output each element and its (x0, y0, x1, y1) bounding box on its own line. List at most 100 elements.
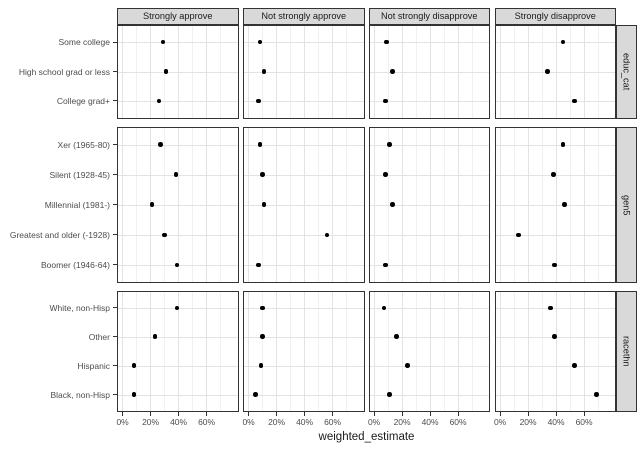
x-axis-title: weighted_estimate (318, 431, 415, 443)
data-point (560, 142, 566, 147)
facet-column-label: Not strongly disapprove (380, 11, 478, 21)
grid-major-line (583, 291, 585, 411)
category-gridline (244, 174, 364, 176)
x-axis-tick-label: 60% (575, 417, 593, 427)
data-point (256, 262, 261, 268)
data-point (260, 305, 265, 311)
facet-row-label: gen5 (621, 194, 632, 215)
data-point (131, 363, 137, 368)
x-axis-tick (122, 412, 124, 416)
category-gridline (244, 144, 364, 146)
category-gridline (369, 42, 489, 44)
data-point (572, 363, 577, 368)
grid-major-line (457, 291, 459, 411)
category-gridline (369, 174, 489, 176)
x-axis-tick-label: 40% (296, 417, 314, 427)
data-point (260, 334, 265, 340)
grid-major-line (206, 291, 208, 411)
data-point (562, 202, 567, 208)
grid-minor-line (318, 291, 320, 411)
category-gridline (118, 336, 238, 338)
x-axis-tick (555, 412, 557, 416)
category-gridline (495, 71, 615, 73)
category-gridline (118, 71, 238, 73)
data-point (260, 172, 265, 177)
grid-major-line (555, 291, 557, 411)
y-axis-tick (112, 307, 117, 309)
y-axis-label: College grad+ (56, 95, 110, 106)
x-axis-tick (457, 412, 459, 416)
grid-minor-line (541, 291, 543, 411)
grid-minor-line (192, 291, 194, 411)
grid-major-line (150, 291, 152, 411)
y-axis-tick (112, 394, 117, 396)
x-axis-tick-label: 20% (268, 417, 286, 427)
facet-column-label: Not strongly approve (261, 11, 347, 21)
data-point (548, 305, 553, 311)
category-gridline (244, 42, 364, 44)
grid-major-line (527, 291, 529, 411)
facet-column-label: Strongly disapprove (514, 11, 596, 21)
grid-minor-line (415, 291, 417, 411)
data-point (253, 392, 258, 397)
facet-row-strip: racethn (616, 290, 637, 412)
panel (243, 24, 365, 119)
category-gridline (369, 394, 489, 396)
grid-major-line (276, 291, 278, 411)
data-point (261, 202, 267, 208)
category-gridline (244, 307, 364, 309)
facet-row-strip: educ_cat (616, 24, 637, 119)
data-point (594, 392, 599, 397)
y-axis-label: Greatest and older (-1928) (9, 229, 110, 240)
y-axis-label: Black, non-Hisp (50, 389, 110, 400)
x-axis-tick-label: 0% (116, 417, 129, 427)
x-axis-tick (150, 412, 152, 416)
facet-row-label: educ_cat (621, 52, 632, 91)
facet-column-strip: Strongly approve (117, 7, 239, 25)
category-gridline (369, 365, 489, 367)
x-axis-tick-label: 0% (242, 417, 255, 427)
data-point (173, 172, 179, 177)
x-axis-tick-label: 40% (170, 417, 188, 427)
data-point (516, 232, 521, 238)
data-point (381, 305, 387, 311)
data-point (156, 98, 162, 104)
grid-minor-line (387, 291, 389, 411)
grid-minor-line (164, 291, 166, 411)
y-axis-tick (112, 41, 117, 43)
category-gridline (244, 336, 364, 338)
data-point (258, 363, 264, 368)
data-point (256, 98, 261, 104)
category-gridline (118, 42, 238, 44)
category-gridline (495, 365, 615, 367)
grid-minor-line (597, 291, 599, 411)
data-point (158, 142, 163, 147)
y-axis-label: Other (88, 331, 110, 342)
category-gridline (495, 42, 615, 44)
grid-major-line (499, 291, 501, 411)
category-gridline (369, 71, 489, 73)
facet-row-strip: gen5 (616, 126, 637, 283)
panel (368, 126, 490, 283)
grid-minor-line (471, 291, 473, 411)
category-gridline (369, 204, 489, 206)
category-gridline (495, 234, 615, 236)
data-point (394, 334, 399, 340)
y-axis-tick (112, 234, 117, 236)
category-gridline (369, 307, 489, 309)
category-gridline (244, 365, 364, 367)
y-axis-label: Boomer (1946-64) (41, 259, 110, 270)
x-axis-tick (206, 412, 208, 416)
grid-minor-line (290, 291, 292, 411)
x-axis-tick-label: 20% (393, 417, 411, 427)
x-axis-tick (304, 412, 306, 416)
facet-column-strip: Not strongly disapprove (368, 7, 490, 25)
y-axis-tick (112, 264, 117, 266)
x-axis-tick (429, 412, 431, 416)
panel (494, 290, 616, 412)
x-axis-tick (499, 412, 501, 416)
x-axis-tick (583, 412, 585, 416)
panel (117, 126, 239, 283)
data-point (383, 98, 388, 104)
